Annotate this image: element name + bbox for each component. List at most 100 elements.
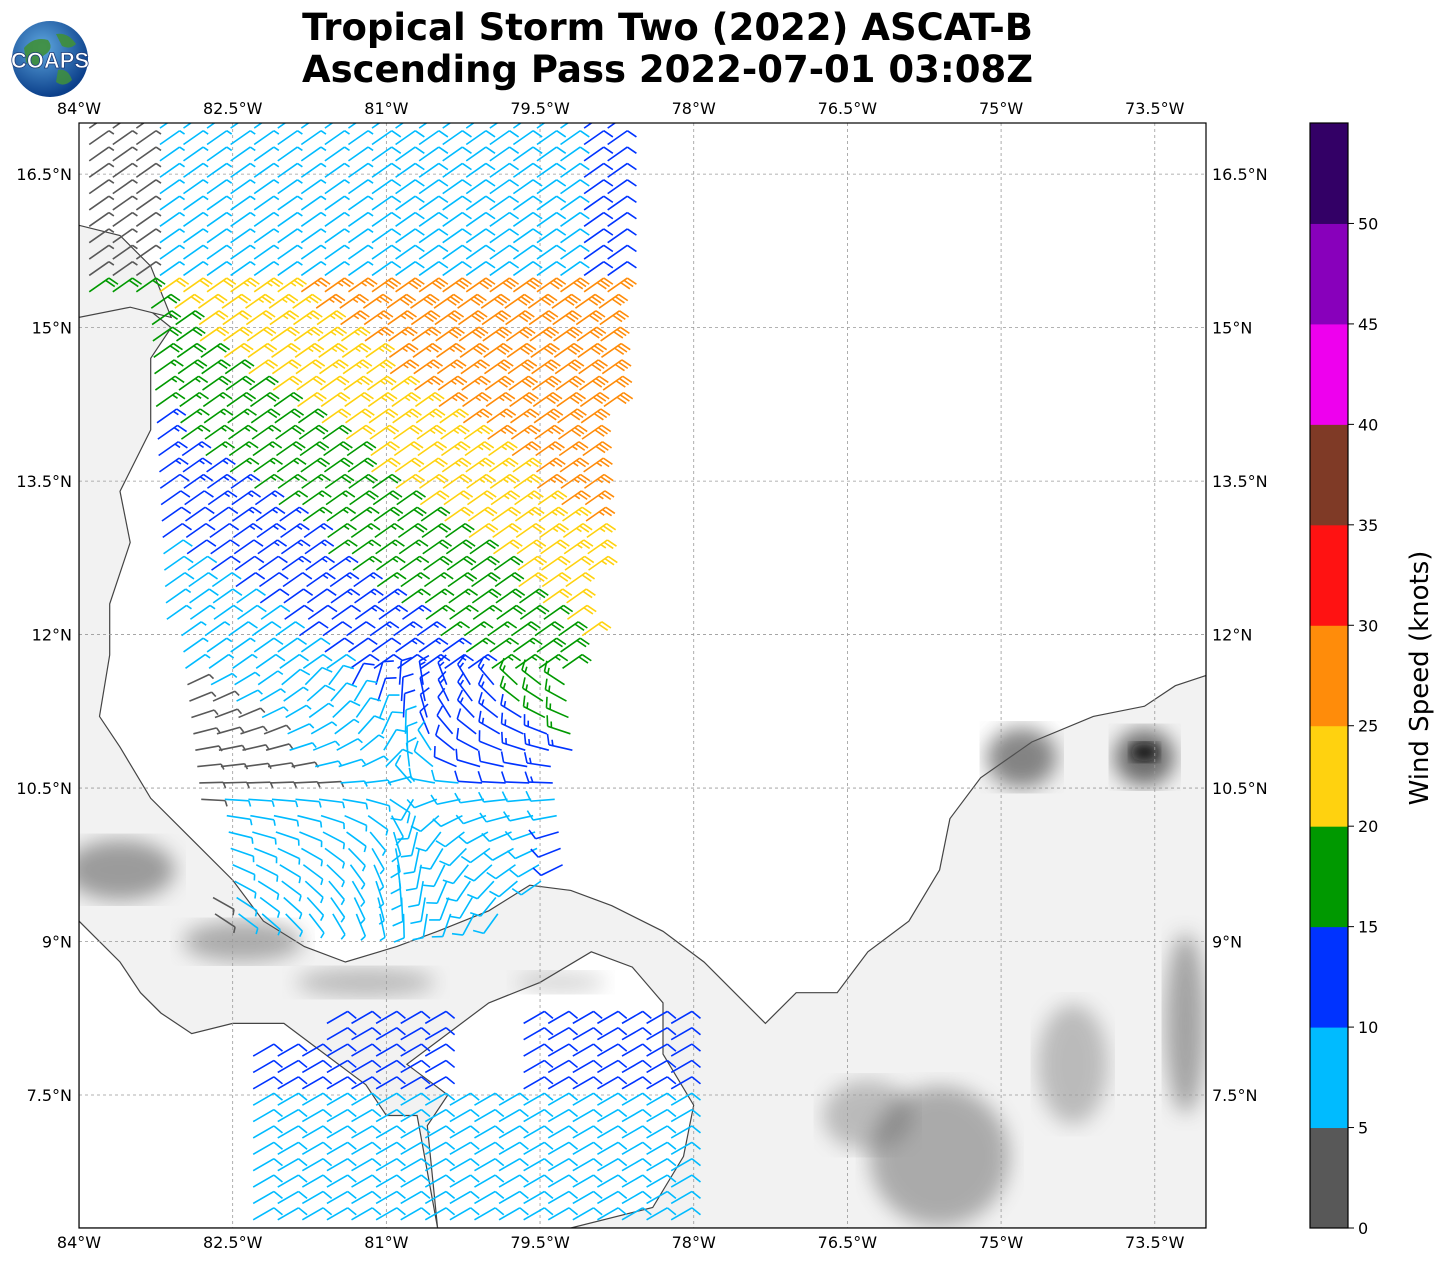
wind-barb — [583, 228, 614, 244]
wind-barb — [430, 769, 459, 784]
wind-barb — [572, 1059, 603, 1074]
wind-barb — [523, 1108, 554, 1123]
wind-barb — [536, 179, 567, 195]
wind-barb — [560, 162, 590, 178]
wind-barb — [392, 408, 422, 424]
wind-barb — [347, 277, 378, 293]
wind-barb — [253, 179, 280, 195]
wind-barb — [331, 604, 362, 620]
wind-barb — [152, 326, 183, 342]
wind-barb — [208, 653, 235, 669]
wind-barb — [276, 441, 306, 457]
wind-barb — [350, 522, 381, 539]
wind-barb — [236, 896, 258, 917]
wind-barb — [186, 539, 217, 555]
wind-barb — [323, 457, 354, 473]
wind-barb — [206, 195, 233, 211]
wind-barb — [401, 588, 431, 604]
wind-barb — [161, 506, 192, 522]
wind-barb — [259, 588, 290, 604]
wind-barb — [277, 244, 303, 260]
wind-barb — [448, 897, 473, 919]
wind-barb — [159, 277, 190, 293]
wind-barb — [597, 1076, 628, 1090]
wind-barb — [332, 700, 361, 719]
lat-tick-label-right: 16.5°N — [1212, 165, 1268, 184]
wind-barb — [304, 880, 324, 904]
wind-barb — [465, 195, 496, 211]
wind-barb — [670, 1174, 701, 1188]
wind-barb — [245, 310, 276, 326]
wind-barb — [417, 441, 448, 457]
wind-barb — [603, 391, 634, 408]
wind-barb — [547, 1207, 579, 1221]
wind-barb — [442, 130, 472, 146]
wind-barb — [324, 179, 350, 195]
wind-barb — [477, 770, 506, 784]
wind-barb — [302, 653, 333, 669]
wind-barb — [112, 228, 138, 244]
wind-barb — [508, 375, 539, 391]
wind-barb — [418, 179, 449, 195]
wind-barb — [413, 740, 434, 768]
wind-barb — [470, 555, 500, 571]
wind-barb — [135, 261, 162, 277]
wind-barb — [547, 1010, 579, 1025]
wind-barb — [498, 1141, 529, 1156]
wind-barb — [324, 228, 350, 244]
wind-barb — [493, 539, 523, 555]
wind-barb — [444, 506, 474, 522]
wind-barb — [414, 375, 444, 391]
wind-barb — [277, 277, 307, 293]
wind-barb — [252, 1125, 283, 1139]
wind-barb — [398, 656, 413, 685]
wind-barb — [203, 408, 234, 424]
wind-barb — [391, 831, 402, 863]
wind-barb — [418, 123, 428, 129]
lon-tick-label-top: 82.5°W — [203, 99, 263, 118]
wind-barb — [597, 1174, 628, 1188]
terrain-shading — [295, 968, 436, 997]
wind-barb — [400, 1059, 431, 1074]
wind-barb — [523, 732, 550, 751]
wind-barb — [547, 1108, 579, 1123]
wind-barb — [280, 522, 310, 539]
wind-barb — [499, 675, 520, 702]
wind-barb — [297, 408, 328, 424]
wind-barb — [112, 244, 138, 260]
wind-barb — [536, 146, 567, 162]
wind-barb — [277, 1092, 308, 1106]
wind-barb — [408, 881, 424, 908]
wind-barb — [523, 752, 551, 768]
wind-barb — [539, 522, 569, 539]
wind-barb — [277, 1059, 308, 1074]
wind-barb — [463, 621, 494, 637]
wind-barb — [507, 359, 538, 375]
wind-barb — [393, 621, 423, 637]
wind-barb — [523, 1059, 554, 1074]
wind-barb — [646, 1059, 677, 1074]
wind-barb — [500, 771, 530, 784]
wind-barb — [326, 864, 345, 888]
wind-barb — [489, 123, 499, 129]
wind-barb — [472, 604, 503, 620]
wind-barb — [301, 1174, 333, 1188]
wind-barb — [521, 677, 544, 702]
wind-barb — [489, 179, 520, 195]
wind-barb — [375, 1010, 406, 1025]
wind-barb — [447, 572, 478, 588]
wind-barb — [375, 1092, 406, 1106]
wind-barb — [489, 261, 520, 277]
wind-barb — [221, 293, 252, 309]
wind-barb — [351, 662, 375, 686]
wind-barb — [323, 441, 353, 457]
wind-barb — [206, 244, 233, 260]
wind-barb — [206, 162, 233, 178]
lon-tick-label-top: 78°W — [672, 99, 716, 118]
wind-barb — [238, 707, 266, 719]
wind-barb — [482, 326, 513, 342]
wind-barb — [206, 146, 233, 162]
wind-barb — [670, 1059, 701, 1074]
wind-barb — [583, 130, 614, 146]
wind-barb — [509, 391, 539, 408]
